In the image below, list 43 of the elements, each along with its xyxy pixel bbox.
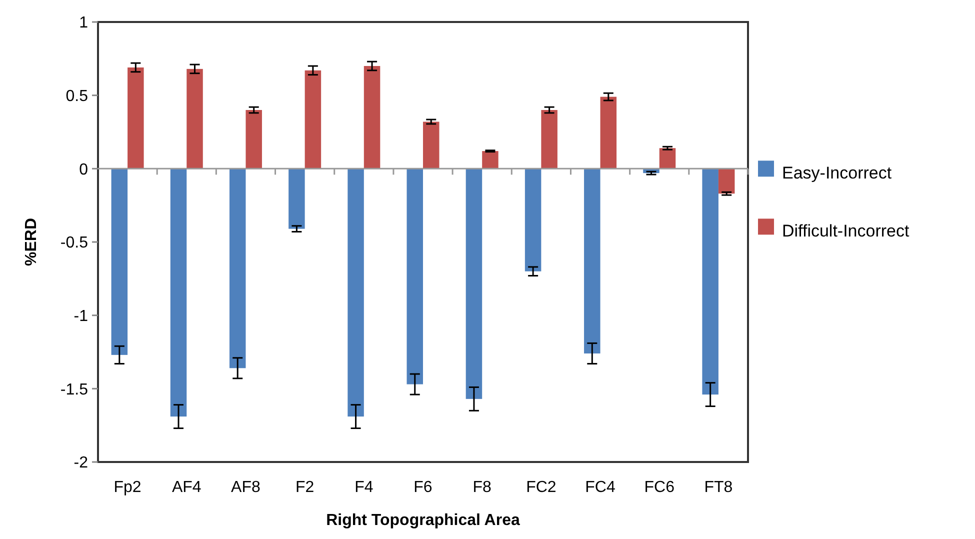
y-tick-label: -1.5 <box>60 381 88 398</box>
bar <box>466 168 482 399</box>
bar <box>659 148 676 169</box>
x-tick-label: F6 <box>414 479 432 496</box>
y-tick-label: 0 <box>79 161 88 178</box>
x-tick-label: FC6 <box>644 479 675 496</box>
bar <box>541 110 558 169</box>
y-tick-label: -2 <box>74 454 88 472</box>
bar <box>304 70 322 169</box>
bar <box>584 168 600 354</box>
x-tick-label: FC2 <box>526 479 556 496</box>
bar <box>702 168 718 395</box>
y-axis-title: %ERD <box>23 218 40 266</box>
x-tick-label: F2 <box>295 479 314 496</box>
legend-label: Difficult-Incorrect <box>782 221 910 240</box>
bar <box>524 168 542 272</box>
bar <box>600 96 617 169</box>
x-tick-label: AF4 <box>172 479 202 496</box>
bar <box>170 168 187 417</box>
x-tick-label: F8 <box>472 479 492 496</box>
bar <box>229 168 246 368</box>
bar <box>348 168 364 417</box>
bar <box>246 110 262 169</box>
bar <box>288 168 305 229</box>
y-tick-label: -1 <box>74 308 88 325</box>
x-tick-label: AF8 <box>231 479 260 496</box>
y-tick-label: 0.5 <box>66 88 88 105</box>
x-tick-label: FT8 <box>704 479 733 496</box>
x-tick-label: Fp2 <box>114 479 142 496</box>
bar <box>406 168 423 384</box>
y-tick-label: -0.5 <box>60 234 88 252</box>
bar <box>128 67 144 169</box>
x-tick-label: F4 <box>354 479 374 496</box>
bar <box>482 151 498 169</box>
bar <box>423 122 440 169</box>
x-tick-label: FC4 <box>585 479 616 496</box>
bar <box>111 168 128 355</box>
y-tick-label: 1 <box>79 14 88 32</box>
bar <box>718 168 735 194</box>
x-axis-title: Right Topographical Area <box>326 512 520 529</box>
bar <box>186 68 203 169</box>
bar <box>364 66 380 169</box>
legend-label: Easy-Incorrect <box>782 163 892 182</box>
